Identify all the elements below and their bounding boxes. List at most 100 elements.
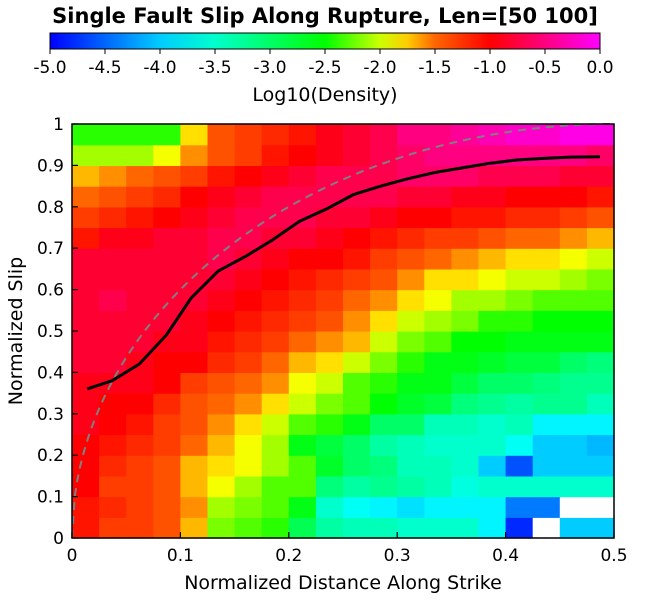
heatmap-cell [397, 496, 425, 518]
heatmap-cell [72, 372, 100, 394]
heatmap-cell [343, 165, 371, 187]
heatmap-cell [505, 206, 534, 229]
heatmap-cell [72, 393, 100, 415]
heatmap-cell [478, 248, 507, 270]
colorbar-ticks: -5.0 -4.5 -4.0 -3.5 -3.0 -2.5 -2.0 -1.5 -1.0 -0.5… [33, 49, 614, 78]
heatmap-cell [559, 413, 588, 436]
heatmap-cell [153, 393, 181, 415]
heatmap-cell [424, 310, 452, 332]
y-tick-label: 0.8 [37, 198, 64, 218]
heatmap-cell [180, 351, 209, 373]
heatmap-cell [451, 248, 480, 270]
heatmap-cell [505, 144, 534, 166]
heatmap-cell [343, 475, 371, 498]
heatmap-cell [397, 165, 425, 187]
heatmap-cell [153, 372, 181, 394]
heatmap-cell [451, 434, 480, 456]
heatmap-cell [234, 413, 263, 436]
heatmap-cell [72, 517, 100, 539]
heatmap-cell [180, 434, 209, 456]
heatmap-cell [261, 289, 290, 311]
heatmap-cell [288, 310, 317, 332]
heatmap-cell [478, 496, 507, 518]
heatmap-cell [234, 124, 263, 146]
heatmap-cell [261, 268, 290, 291]
heatmap-cell [126, 289, 154, 311]
heatmap-cell [153, 331, 181, 353]
heatmap-cell [315, 310, 344, 332]
heatmap-cell [478, 351, 507, 373]
heatmap-cell [207, 124, 236, 146]
heatmap-cell [397, 351, 425, 373]
heatmap-cell [180, 310, 209, 332]
heatmap-cell [234, 434, 263, 456]
heatmap-cell [397, 393, 425, 415]
heatmap-cell [72, 413, 100, 436]
heatmap-cell [559, 227, 588, 249]
heatmap-cell [532, 393, 561, 415]
heatmap-cell [126, 206, 154, 229]
heatmap-cell [234, 144, 263, 166]
heatmap-cell [261, 475, 290, 498]
heatmap-cell [180, 455, 209, 477]
heatmap-cell [370, 496, 398, 518]
heatmap-cell [261, 413, 290, 436]
heatmap-cell [397, 186, 425, 208]
heatmap-cell [234, 310, 263, 332]
heatmap-cell [207, 206, 236, 229]
heatmap-cell [315, 289, 344, 311]
y-tick-label: 0.1 [37, 488, 64, 508]
heatmap-cell [288, 248, 317, 270]
heatmap-cell [180, 413, 209, 436]
heatmap-cell [288, 517, 317, 539]
colorbar-tick-label: -5.0 [33, 58, 66, 78]
heatmap-cell [315, 351, 344, 373]
heatmap-cell [234, 455, 263, 477]
heatmap-cell [559, 351, 588, 373]
heatmap-cell [72, 186, 100, 208]
heatmap-cell [370, 517, 398, 539]
heatmap-cell [72, 310, 100, 332]
heatmap-cell [315, 144, 344, 166]
heatmap-cell [424, 434, 452, 456]
heatmap-cell [343, 144, 371, 166]
heatmap-cell [99, 496, 127, 518]
heatmap-cell [424, 124, 452, 146]
heatmap-cell [505, 413, 534, 436]
heatmap-cell [315, 413, 344, 436]
heatmap-cell [126, 496, 154, 518]
heatmap-cell [559, 310, 588, 332]
heatmap-cell [261, 351, 290, 373]
heatmap-cell [315, 124, 344, 146]
heatmap-cell [207, 475, 236, 498]
heatmap-cell [288, 455, 317, 477]
heatmap-cell [505, 455, 534, 477]
heatmap-cell [315, 248, 344, 270]
heatmap-cell [99, 268, 127, 291]
heatmap-cell [586, 289, 615, 311]
heatmap-cell [99, 310, 127, 332]
heatmap-cell [72, 165, 100, 187]
heatmap-cell [343, 310, 371, 332]
heatmap-cell [288, 413, 317, 436]
heatmap-cell [559, 165, 588, 187]
heatmap-cell [207, 144, 236, 166]
heatmap-cell [532, 248, 561, 270]
heatmap-cell [234, 289, 263, 311]
heatmap-cell [451, 186, 480, 208]
heatmap-cell [153, 413, 181, 436]
heatmap-cell [207, 289, 236, 311]
heatmap-cell [424, 165, 452, 187]
heatmap-cell [343, 268, 371, 291]
heatmap-cell [505, 351, 534, 373]
chart-title: Single Fault Slip Along Rupture, Len=[50… [52, 4, 598, 28]
heatmap-cell [559, 496, 588, 518]
heatmap-cell [99, 248, 127, 270]
heatmap-cell [153, 227, 181, 249]
heatmap-cell [451, 144, 480, 166]
heatmap-cell [153, 248, 181, 270]
heatmap-cell [72, 248, 100, 270]
heatmap-cell [532, 496, 561, 518]
heatmap-cell [532, 517, 561, 539]
heatmap-cell [478, 517, 507, 539]
